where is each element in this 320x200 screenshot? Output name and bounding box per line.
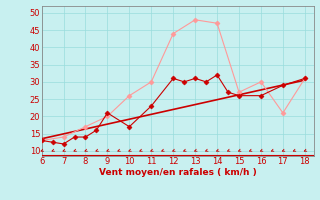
- X-axis label: Vent moyen/en rafales ( km/h ): Vent moyen/en rafales ( km/h ): [99, 168, 256, 177]
